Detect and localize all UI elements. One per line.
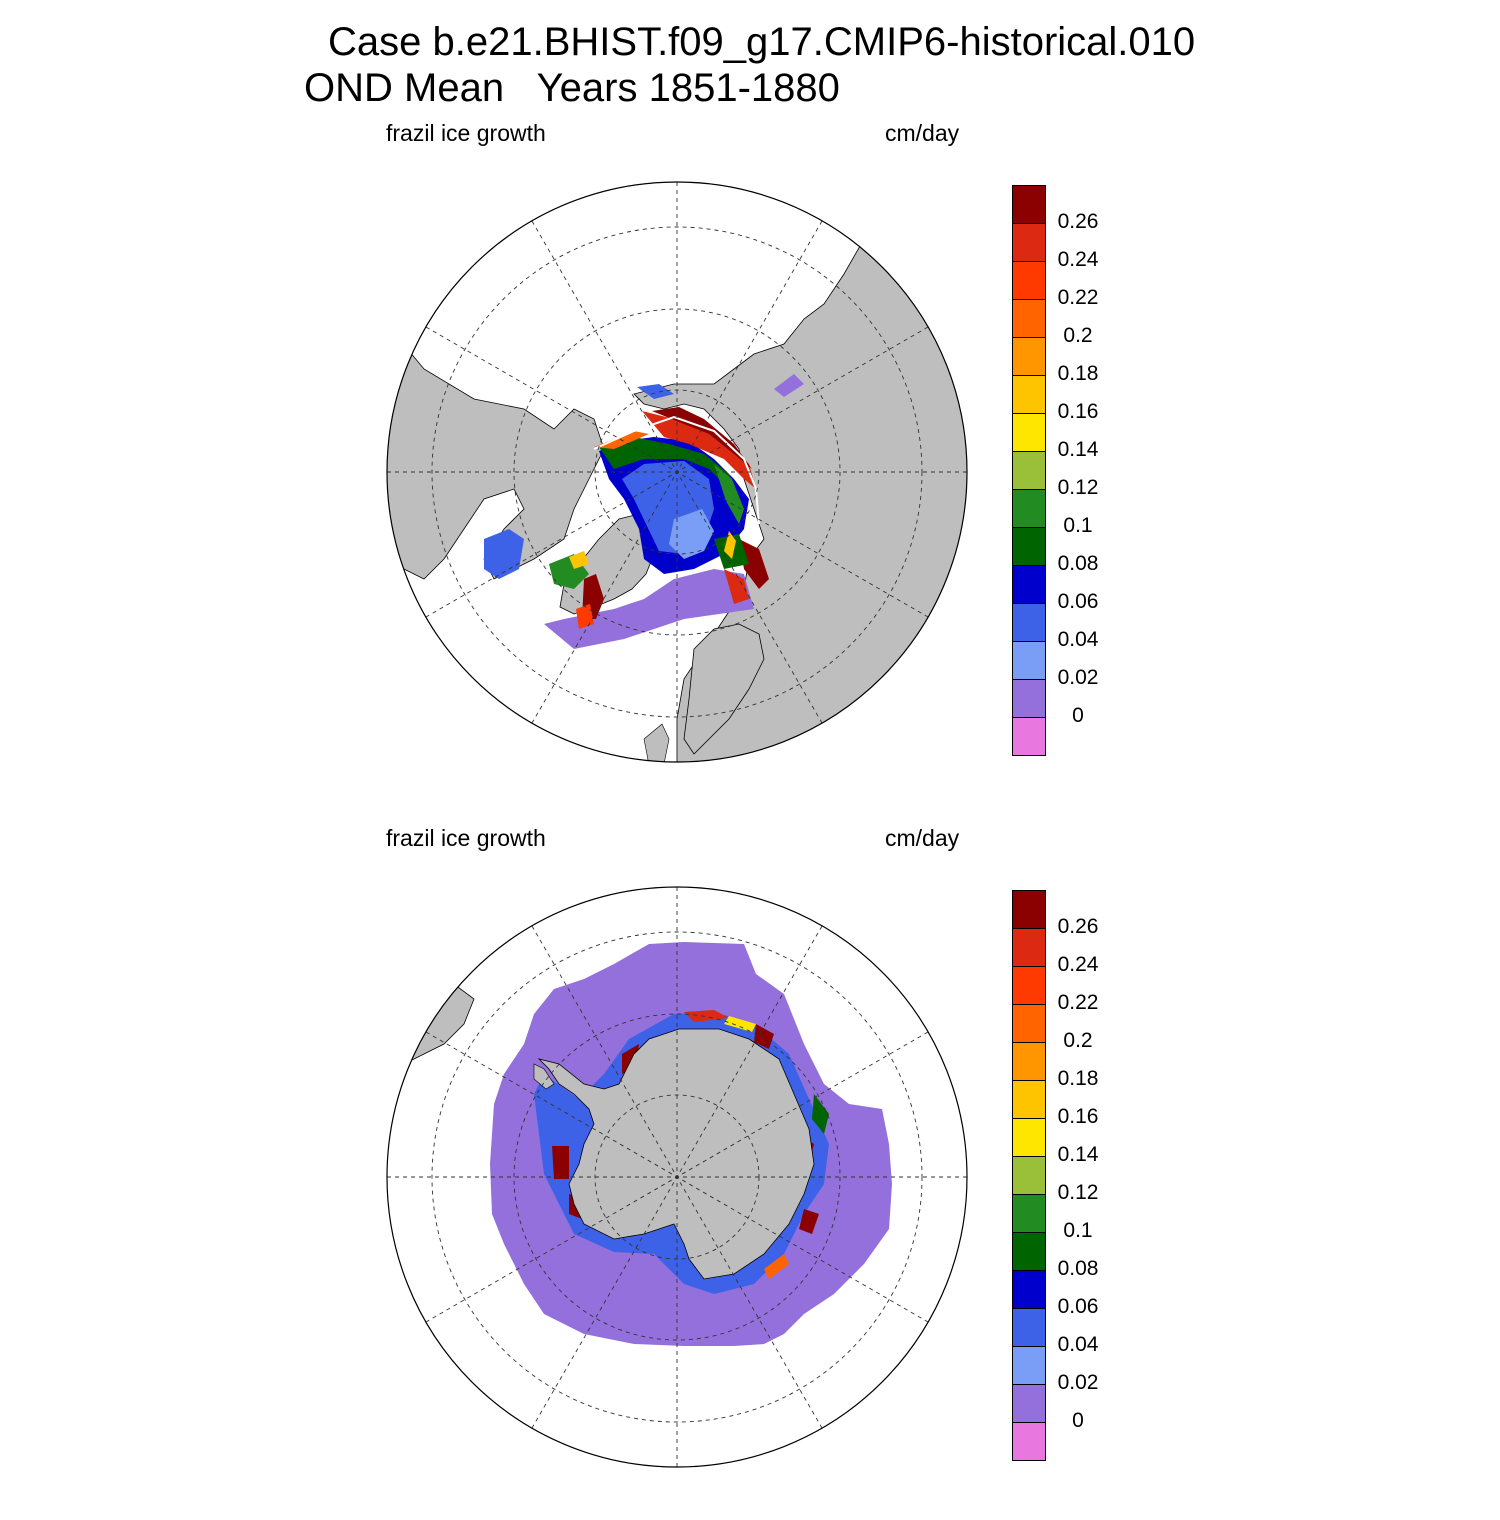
north-left-label: frazil ice growth: [386, 120, 546, 146]
colorbar-swatch: [1012, 1042, 1046, 1081]
colorbar-swatch: [1012, 451, 1046, 490]
colorbar-swatch: [1012, 1232, 1046, 1271]
colorbar-tick-label: 0.14: [1057, 1143, 1099, 1166]
figure-title-line2: OND Mean Years 1851-1880: [304, 66, 840, 110]
colorbar-tick-label: 0.1: [1063, 514, 1093, 537]
colorbar-swatch: [1012, 1270, 1046, 1309]
colorbar-swatch: [1012, 489, 1046, 528]
north-colorbar: [1012, 185, 1046, 759]
north-panel: frazil ice growth cm/day: [0, 115, 1500, 815]
colorbar-swatch: [1012, 527, 1046, 566]
colorbar-tick-label: 0: [1072, 704, 1084, 727]
colorbar-swatch: [1012, 1118, 1046, 1157]
colorbar-tick-label: 0.26: [1057, 210, 1099, 233]
south-graticule: [387, 887, 967, 1467]
colorbar-tick-label: 0.06: [1057, 590, 1099, 613]
colorbar-swatch: [1012, 1194, 1046, 1233]
north-polar-map: [386, 181, 968, 763]
north-coast-highlight: [593, 415, 760, 525]
colorbar-tick-label: 0.2: [1063, 1029, 1093, 1052]
colorbar-swatch: [1012, 641, 1046, 680]
colorbar-tick-label: 0.22: [1057, 286, 1099, 309]
colorbar-swatch: [1012, 1004, 1046, 1043]
colorbar-tick-label: 0.1: [1063, 1219, 1093, 1242]
south-map-outline: [386, 886, 968, 1468]
colorbar-tick-label: 0.16: [1057, 1105, 1099, 1128]
colorbar-tick-label: 0.24: [1057, 248, 1099, 271]
colorbar-swatch: [1012, 966, 1046, 1005]
colorbar-tick-label: 0.26: [1057, 915, 1099, 938]
colorbar-tick-label: 0.04: [1057, 628, 1099, 651]
colorbar-swatch: [1012, 565, 1046, 604]
colorbar-tick-label: 0.2: [1063, 324, 1093, 347]
colorbar-tick-label: 0.18: [1057, 362, 1099, 385]
colorbar-tick-label: 0.22: [1057, 991, 1099, 1014]
colorbar-swatch: [1012, 890, 1046, 929]
colorbar-swatch: [1012, 299, 1046, 338]
colorbar-tick-label: 0.24: [1057, 953, 1099, 976]
colorbar-swatch: [1012, 375, 1046, 414]
colorbar-swatch: [1012, 1422, 1046, 1461]
colorbar-swatch: [1012, 413, 1046, 452]
south-panel: frazil ice growth cm/day: [0, 820, 1500, 1520]
colorbar-swatch: [1012, 679, 1046, 718]
north-map-outline: [386, 181, 968, 763]
colorbar-tick-label: 0.02: [1057, 1371, 1099, 1394]
north-frazil-field: [484, 374, 804, 649]
colorbar-swatch: [1012, 1156, 1046, 1195]
colorbar-swatch: [1012, 717, 1046, 756]
north-units-label: cm/day: [885, 120, 960, 146]
colorbar-tick-label: 0.18: [1057, 1067, 1099, 1090]
colorbar-tick-label: 0.08: [1057, 552, 1099, 575]
south-units-label: cm/day: [885, 825, 960, 851]
colorbar-swatch: [1012, 1346, 1046, 1385]
south-land-ellsworth-peninsula: [533, 1063, 555, 1090]
south-left-label: frazil ice growth: [386, 825, 546, 851]
colorbar-tick-label: 0.02: [1057, 666, 1099, 689]
colorbar-tick-label: 0.12: [1057, 1181, 1099, 1204]
north-land-scandinavia: [683, 623, 765, 755]
colorbar-swatch: [1012, 1308, 1046, 1347]
colorbar-tick-label: 0.04: [1057, 1333, 1099, 1356]
figure-title-line1: Case b.e21.BHIST.f09_g17.CMIP6-historica…: [328, 20, 1196, 64]
south-polar-map: [386, 886, 968, 1468]
colorbar-swatch: [1012, 1080, 1046, 1119]
colorbar-swatch: [1012, 603, 1046, 642]
colorbar-swatch: [1012, 337, 1046, 376]
colorbar-swatch: [1012, 185, 1046, 224]
colorbar-tick-label: 0.16: [1057, 400, 1099, 423]
colorbar-tick-label: 0: [1072, 1409, 1084, 1432]
colorbar-tick-label: 0.14: [1057, 438, 1099, 461]
colorbar-swatch: [1012, 223, 1046, 262]
colorbar-tick-label: 0.06: [1057, 1295, 1099, 1318]
colorbar-swatch: [1012, 261, 1046, 300]
north-graticule: [387, 182, 967, 762]
colorbar-swatch: [1012, 1384, 1046, 1423]
colorbar-tick-label: 0.08: [1057, 1257, 1099, 1280]
colorbar-tick-label: 0.12: [1057, 476, 1099, 499]
south-colorbar: [1012, 890, 1046, 1464]
colorbar-swatch: [1012, 928, 1046, 967]
